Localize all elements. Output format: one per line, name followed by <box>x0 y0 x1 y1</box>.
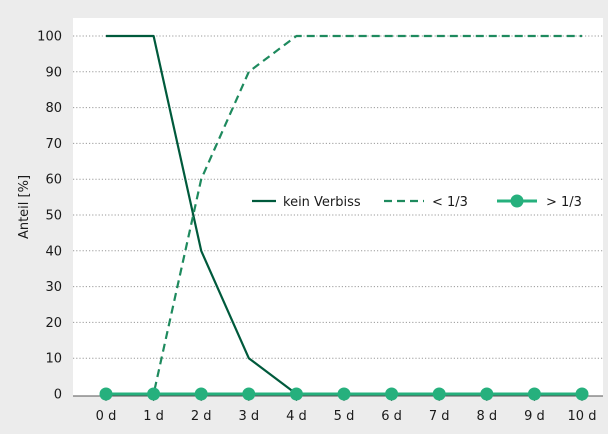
y-tick-label: 40 <box>45 244 62 259</box>
x-tick-label: 4 d <box>286 409 307 424</box>
series-marker-2 <box>289 387 303 401</box>
x-tick-label: 1 d <box>143 409 164 424</box>
series-marker-2 <box>242 387 256 401</box>
series-marker-2 <box>147 387 161 401</box>
y-tick-label: 80 <box>45 101 62 116</box>
x-tick-label: 2 d <box>191 409 212 424</box>
legend-label-2: > 1/3 <box>546 195 582 210</box>
series-marker-2 <box>527 387 541 401</box>
series-marker-2 <box>432 387 446 401</box>
y-tick-label: 30 <box>45 280 62 295</box>
y-tick-label: 0 <box>54 388 62 403</box>
x-tick-label: 7 d <box>429 409 450 424</box>
x-tick-label: 10 d <box>568 409 597 424</box>
series-marker-2 <box>575 387 589 401</box>
y-tick-label: 60 <box>45 173 62 188</box>
series-line-1 <box>106 34 582 396</box>
legend-label-0: kein Verbiss <box>283 195 361 210</box>
x-tick-label: 8 d <box>476 409 497 424</box>
y-axis-label: Anteil [%] <box>17 175 32 239</box>
y-tick-label: 70 <box>45 137 62 152</box>
y-tick-label: 50 <box>45 209 62 224</box>
series-marker-2 <box>194 387 208 401</box>
series-marker-2 <box>480 387 494 401</box>
y-tick-label: 10 <box>45 352 62 367</box>
legend-label-1: < 1/3 <box>432 195 468 210</box>
x-tick-label: 3 d <box>238 409 259 424</box>
x-tick-label: 6 d <box>381 409 402 424</box>
x-tick-label: 9 d <box>524 409 545 424</box>
x-tick-label: 5 d <box>334 409 355 424</box>
y-tick-label: 20 <box>45 316 62 331</box>
x-tick-label: 0 d <box>96 409 117 424</box>
series-line-0 <box>106 34 298 395</box>
y-tick-label: 90 <box>45 65 62 80</box>
y-tick-label: 100 <box>37 30 62 45</box>
series-marker-2 <box>337 387 351 401</box>
legend-marker-2 <box>510 194 524 208</box>
series-marker-2 <box>99 387 113 401</box>
series-marker-2 <box>385 387 399 401</box>
